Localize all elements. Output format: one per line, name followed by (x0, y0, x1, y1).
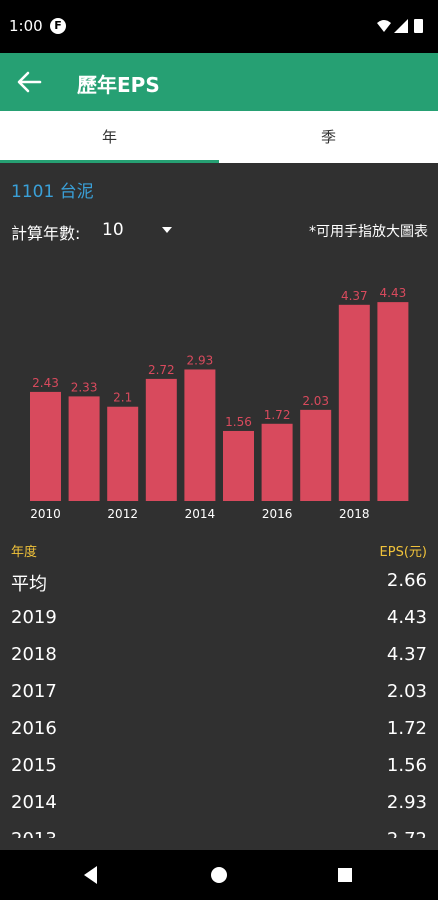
years-label: 計算年數: (11, 224, 81, 243)
row-year: 2013 (11, 829, 57, 838)
x-tick-label: 2012 (107, 507, 138, 521)
row-eps: 1.72 (386, 718, 427, 739)
data-label-2012: 2.1 (113, 391, 132, 405)
bar-2018 (338, 304, 370, 501)
data-label-2017: 2.03 (302, 394, 329, 408)
list-item: 平均 2.66 (0, 562, 438, 599)
row-eps: 1.56 (386, 755, 427, 776)
list-item: 2013 2.72 (0, 821, 438, 838)
nav-home-icon[interactable] (205, 861, 233, 889)
nav-recents-icon[interactable] (331, 861, 359, 889)
list-header-year: 年度 (11, 545, 38, 560)
row-year: 2015 (11, 755, 57, 776)
data-label-2011: 2.33 (71, 380, 98, 394)
row-eps: 2.72 (387, 829, 427, 838)
list-item: 2019 4.43 (0, 599, 438, 636)
nav-back-icon[interactable] (77, 861, 105, 889)
eps-bar-chart[interactable]: 2.43 2.33 2.1 2.72 2.93 1.56 1.72 2.03 4.37 4.43 2… (0, 250, 438, 530)
status-time: 1:00 (9, 17, 43, 35)
data-label-2019: 4.43 (380, 286, 407, 300)
navigation-bar (0, 850, 438, 900)
row-year: 2019 (11, 607, 57, 628)
row-eps: 2.66 (386, 570, 427, 591)
row-year: 2016 (11, 718, 57, 739)
list-header-eps: EPS(元) (379, 545, 427, 560)
stock-title[interactable]: 1101 台泥 (11, 182, 94, 202)
bar-2015 (223, 430, 254, 501)
list-item: 2015 1.56 (0, 747, 438, 784)
data-label-2010: 2.43 (32, 376, 59, 390)
notification-icon: F (50, 18, 66, 34)
x-tick-label: 2018 (339, 507, 370, 521)
tab-quarter[interactable]: 季 (320, 128, 336, 146)
x-tick-label: 2014 (185, 507, 216, 521)
eps-list[interactable]: 平均 2.66 2019 4.43 2018 4.37 2017 2.03 2016 1.… (0, 562, 438, 838)
bar-2014 (184, 369, 216, 501)
zoom-hint: *可用手指放大圖表 (309, 224, 428, 240)
data-label-2016: 1.72 (264, 408, 291, 422)
tab-indicator (0, 160, 219, 163)
battery-icon (414, 19, 423, 33)
bar-2010 (30, 391, 61, 501)
list-item: 2016 1.72 (0, 710, 438, 747)
row-year: 平均 (11, 574, 47, 595)
bar-2016 (261, 423, 293, 501)
bar-2017 (300, 409, 332, 501)
data-label-2018: 4.37 (341, 289, 368, 303)
x-tick-label: 2016 (262, 507, 293, 521)
signal-icon (394, 19, 408, 33)
back-arrow-icon[interactable] (14, 68, 44, 96)
data-label-2015: 1.56 (225, 415, 252, 429)
wifi-icon (377, 20, 391, 32)
tab-bar: 年 季 (0, 111, 438, 163)
tab-year[interactable]: 年 (101, 128, 117, 146)
bar-2019 (377, 302, 409, 501)
list-item: 2017 2.03 (0, 673, 438, 710)
bar-2012 (107, 406, 139, 501)
app-bar: 歷年EPS (0, 53, 438, 111)
row-year: 2017 (11, 681, 57, 702)
row-eps: 4.37 (386, 644, 427, 665)
bar-2013 (145, 378, 177, 501)
list-item: 2018 4.37 (0, 636, 438, 673)
years-value: 10 (102, 220, 124, 240)
row-eps: 2.93 (386, 792, 427, 813)
status-bar: 1:00 F (0, 0, 438, 53)
data-label-2014: 2.93 (187, 353, 214, 367)
row-eps: 4.43 (386, 607, 427, 628)
bar-2011 (68, 396, 100, 501)
row-year: 2014 (11, 792, 57, 813)
chevron-down-icon (162, 227, 172, 233)
list-item: 2014 2.93 (0, 784, 438, 821)
years-select[interactable]: 10 (100, 218, 180, 242)
x-tick-label: 2010 (30, 507, 61, 521)
data-label-2013: 2.72 (148, 363, 175, 377)
status-icons (377, 19, 423, 33)
row-eps: 2.03 (386, 681, 427, 702)
page-title: 歷年EPS (77, 73, 160, 97)
row-year: 2018 (11, 644, 57, 665)
